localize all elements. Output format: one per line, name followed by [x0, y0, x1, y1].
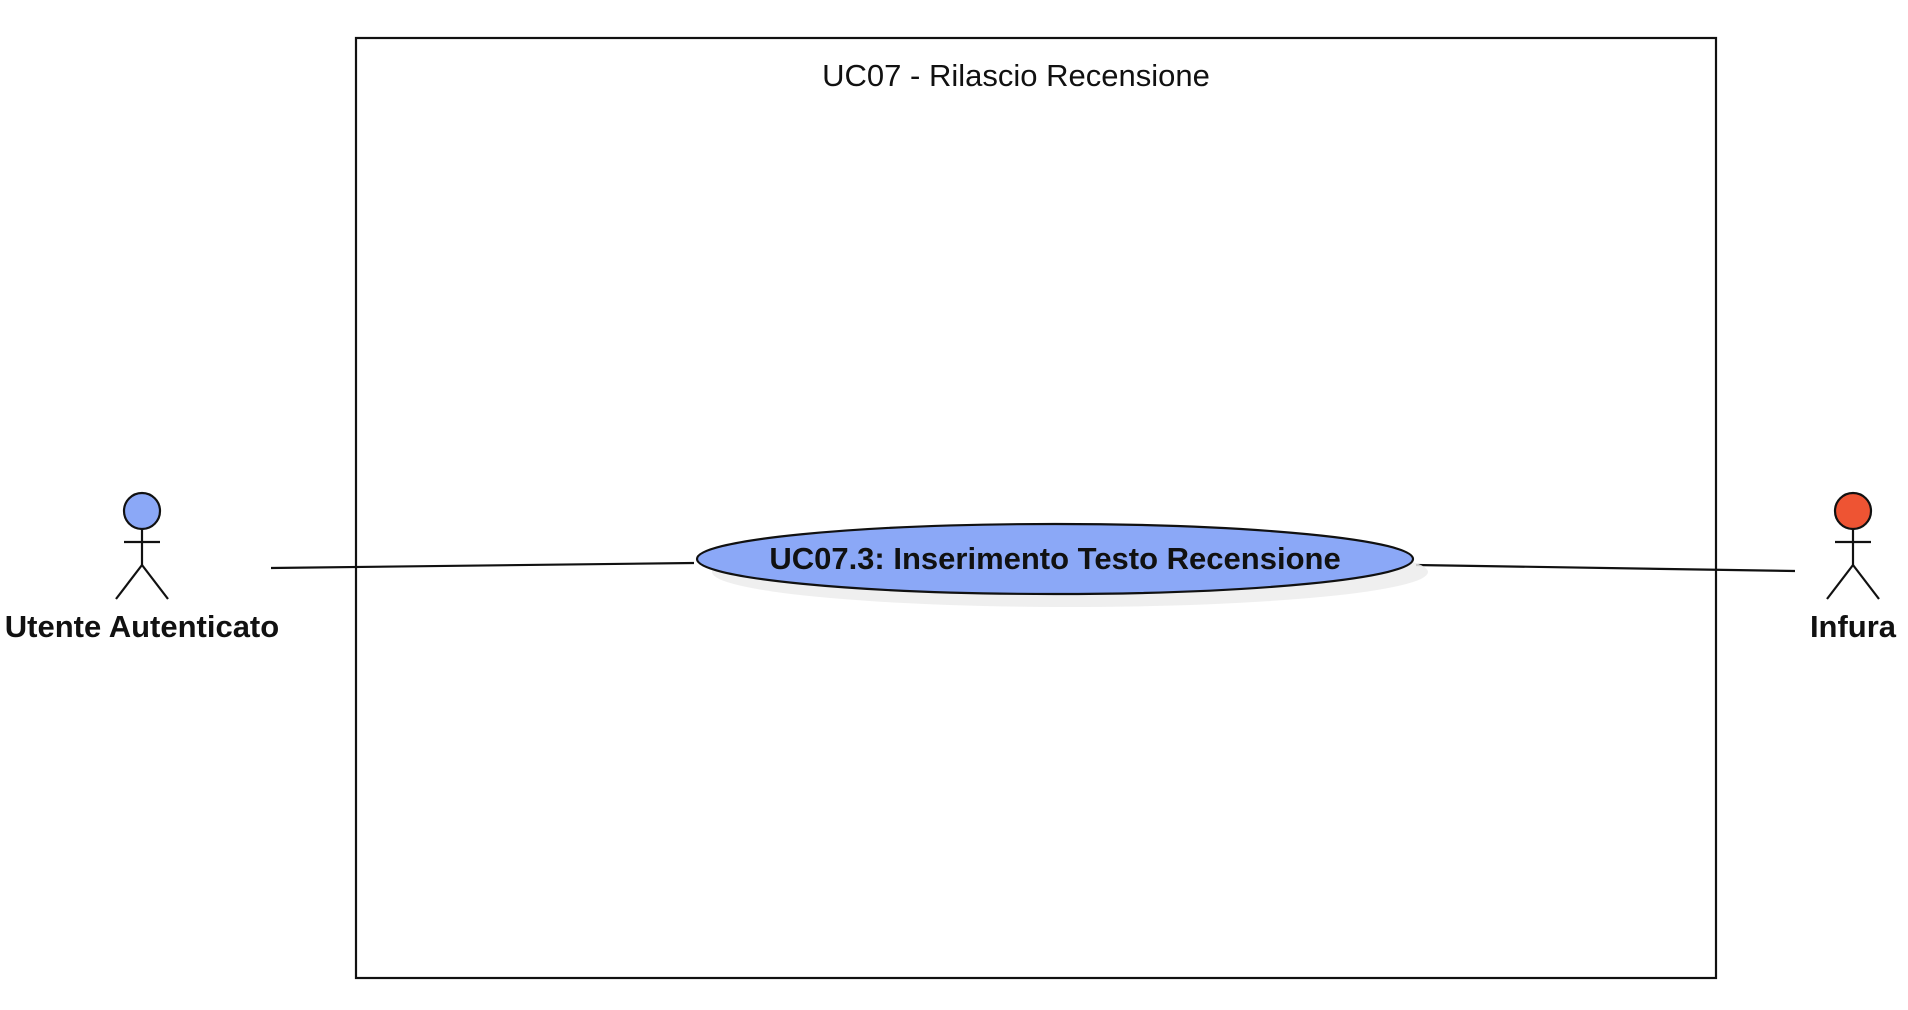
system-title: UC07 - Rilascio Recensione	[822, 58, 1210, 93]
association-line-right[interactable]	[1415, 563, 1796, 573]
stick-figure-icon	[1826, 491, 1880, 600]
actor-head	[122, 491, 162, 531]
actor-label: Utente Autenticato	[5, 609, 279, 644]
stick-figure-icon	[115, 491, 169, 600]
use-case-label: UC07.3: Inserimento Testo Recensione	[769, 541, 1340, 576]
actor-leg-left	[1826, 564, 1854, 600]
actor-leg-right	[141, 564, 169, 600]
association-line-left[interactable]	[270, 561, 695, 570]
actor-utente-autenticato[interactable]: Utente Autenticato	[5, 491, 279, 644]
use-case[interactable]: UC07.3: Inserimento Testo Recensione	[695, 522, 1428, 607]
actor-label: Infura	[1810, 609, 1897, 644]
use-case-ellipse	[695, 522, 1415, 596]
actor-head	[1833, 491, 1873, 531]
actor-leg-left	[115, 564, 143, 600]
actor-leg-right	[1852, 564, 1880, 600]
actor-infura[interactable]: Infura	[1810, 491, 1897, 644]
system-boundary-box	[354, 36, 1718, 980]
system-boundary[interactable]: UC07 - Rilascio Recensione	[354, 36, 1718, 980]
